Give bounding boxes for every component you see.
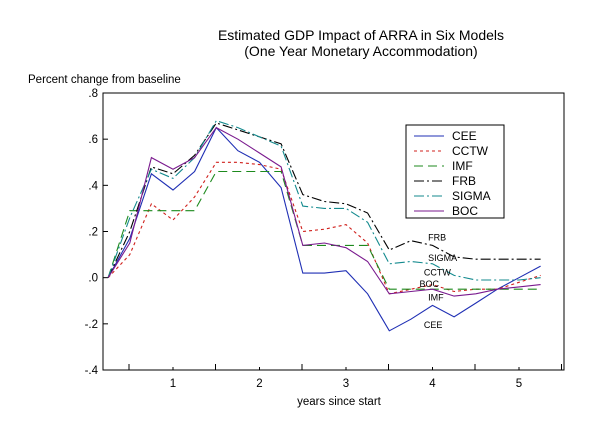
x-tick-label: 1: [170, 378, 176, 390]
legend-label-frb: FRB: [452, 174, 476, 188]
annotation-boc: BOC: [420, 279, 440, 289]
y-tick-label: .4: [88, 180, 98, 192]
y-tick-label: -.2: [85, 319, 98, 331]
series-line-cee: [107, 126, 541, 332]
annotation-imf: IMF: [428, 292, 444, 302]
y-tick-label: .8: [88, 88, 98, 100]
annotation-sigma: SIGMA: [428, 253, 457, 263]
x-tick-label: 3: [343, 378, 349, 390]
legend-box: [405, 124, 505, 219]
x-ticks: 1 2 3 4 5: [128, 364, 562, 390]
x-tick-label: 2: [256, 378, 262, 390]
chart-title: Estimated GDP Impact of ARRA in Six Mode…: [218, 27, 504, 43]
x-axis-label: years since start: [297, 396, 382, 408]
series-line-frb: [107, 122, 541, 278]
legend-label-sigma: SIGMA: [452, 189, 491, 203]
chart-subtitle: (One Year Monetary Accommodation): [244, 43, 477, 59]
y-tick-label: -.4: [85, 365, 99, 377]
y-tick-label: .2: [88, 227, 98, 239]
y-tick-label: .6: [88, 134, 98, 146]
legend-label-cctw: CCTW: [452, 144, 489, 158]
series-lines: [107, 120, 541, 332]
legend-label-boc: BOC: [452, 204, 478, 218]
legend-label-cee: CEE: [452, 129, 477, 143]
annotation-cee: CEE: [424, 320, 443, 330]
series-line-imf: [107, 170, 541, 290]
y-ticks: .8 .6 .4 .2 .0 -.2 -.4: [85, 88, 108, 377]
x-tick-label: 5: [516, 378, 522, 390]
annotation-cctw: CCTW: [424, 268, 451, 278]
series-line-sigma: [107, 120, 541, 281]
x-tick-label: 4: [429, 378, 436, 390]
y-tick-label: .0: [88, 273, 98, 285]
annotation-frb: FRB: [428, 232, 446, 242]
series-line-boc: [107, 126, 541, 297]
legend-label-imf: IMF: [452, 159, 473, 173]
y-axis-label: Percent change from baseline: [28, 74, 181, 86]
